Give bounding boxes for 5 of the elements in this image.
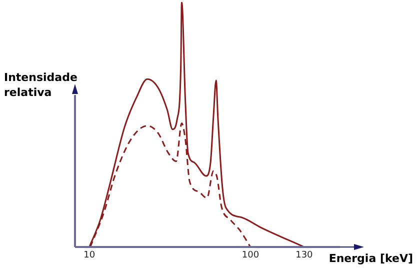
y-axis-title: Intensidade relativa	[4, 70, 78, 100]
x-tick-label: 130	[296, 250, 314, 261]
x-tick-label: 10	[84, 250, 96, 261]
x-axis-title: Energia [keV]	[328, 252, 413, 265]
x-tick-label: 100	[242, 250, 260, 261]
